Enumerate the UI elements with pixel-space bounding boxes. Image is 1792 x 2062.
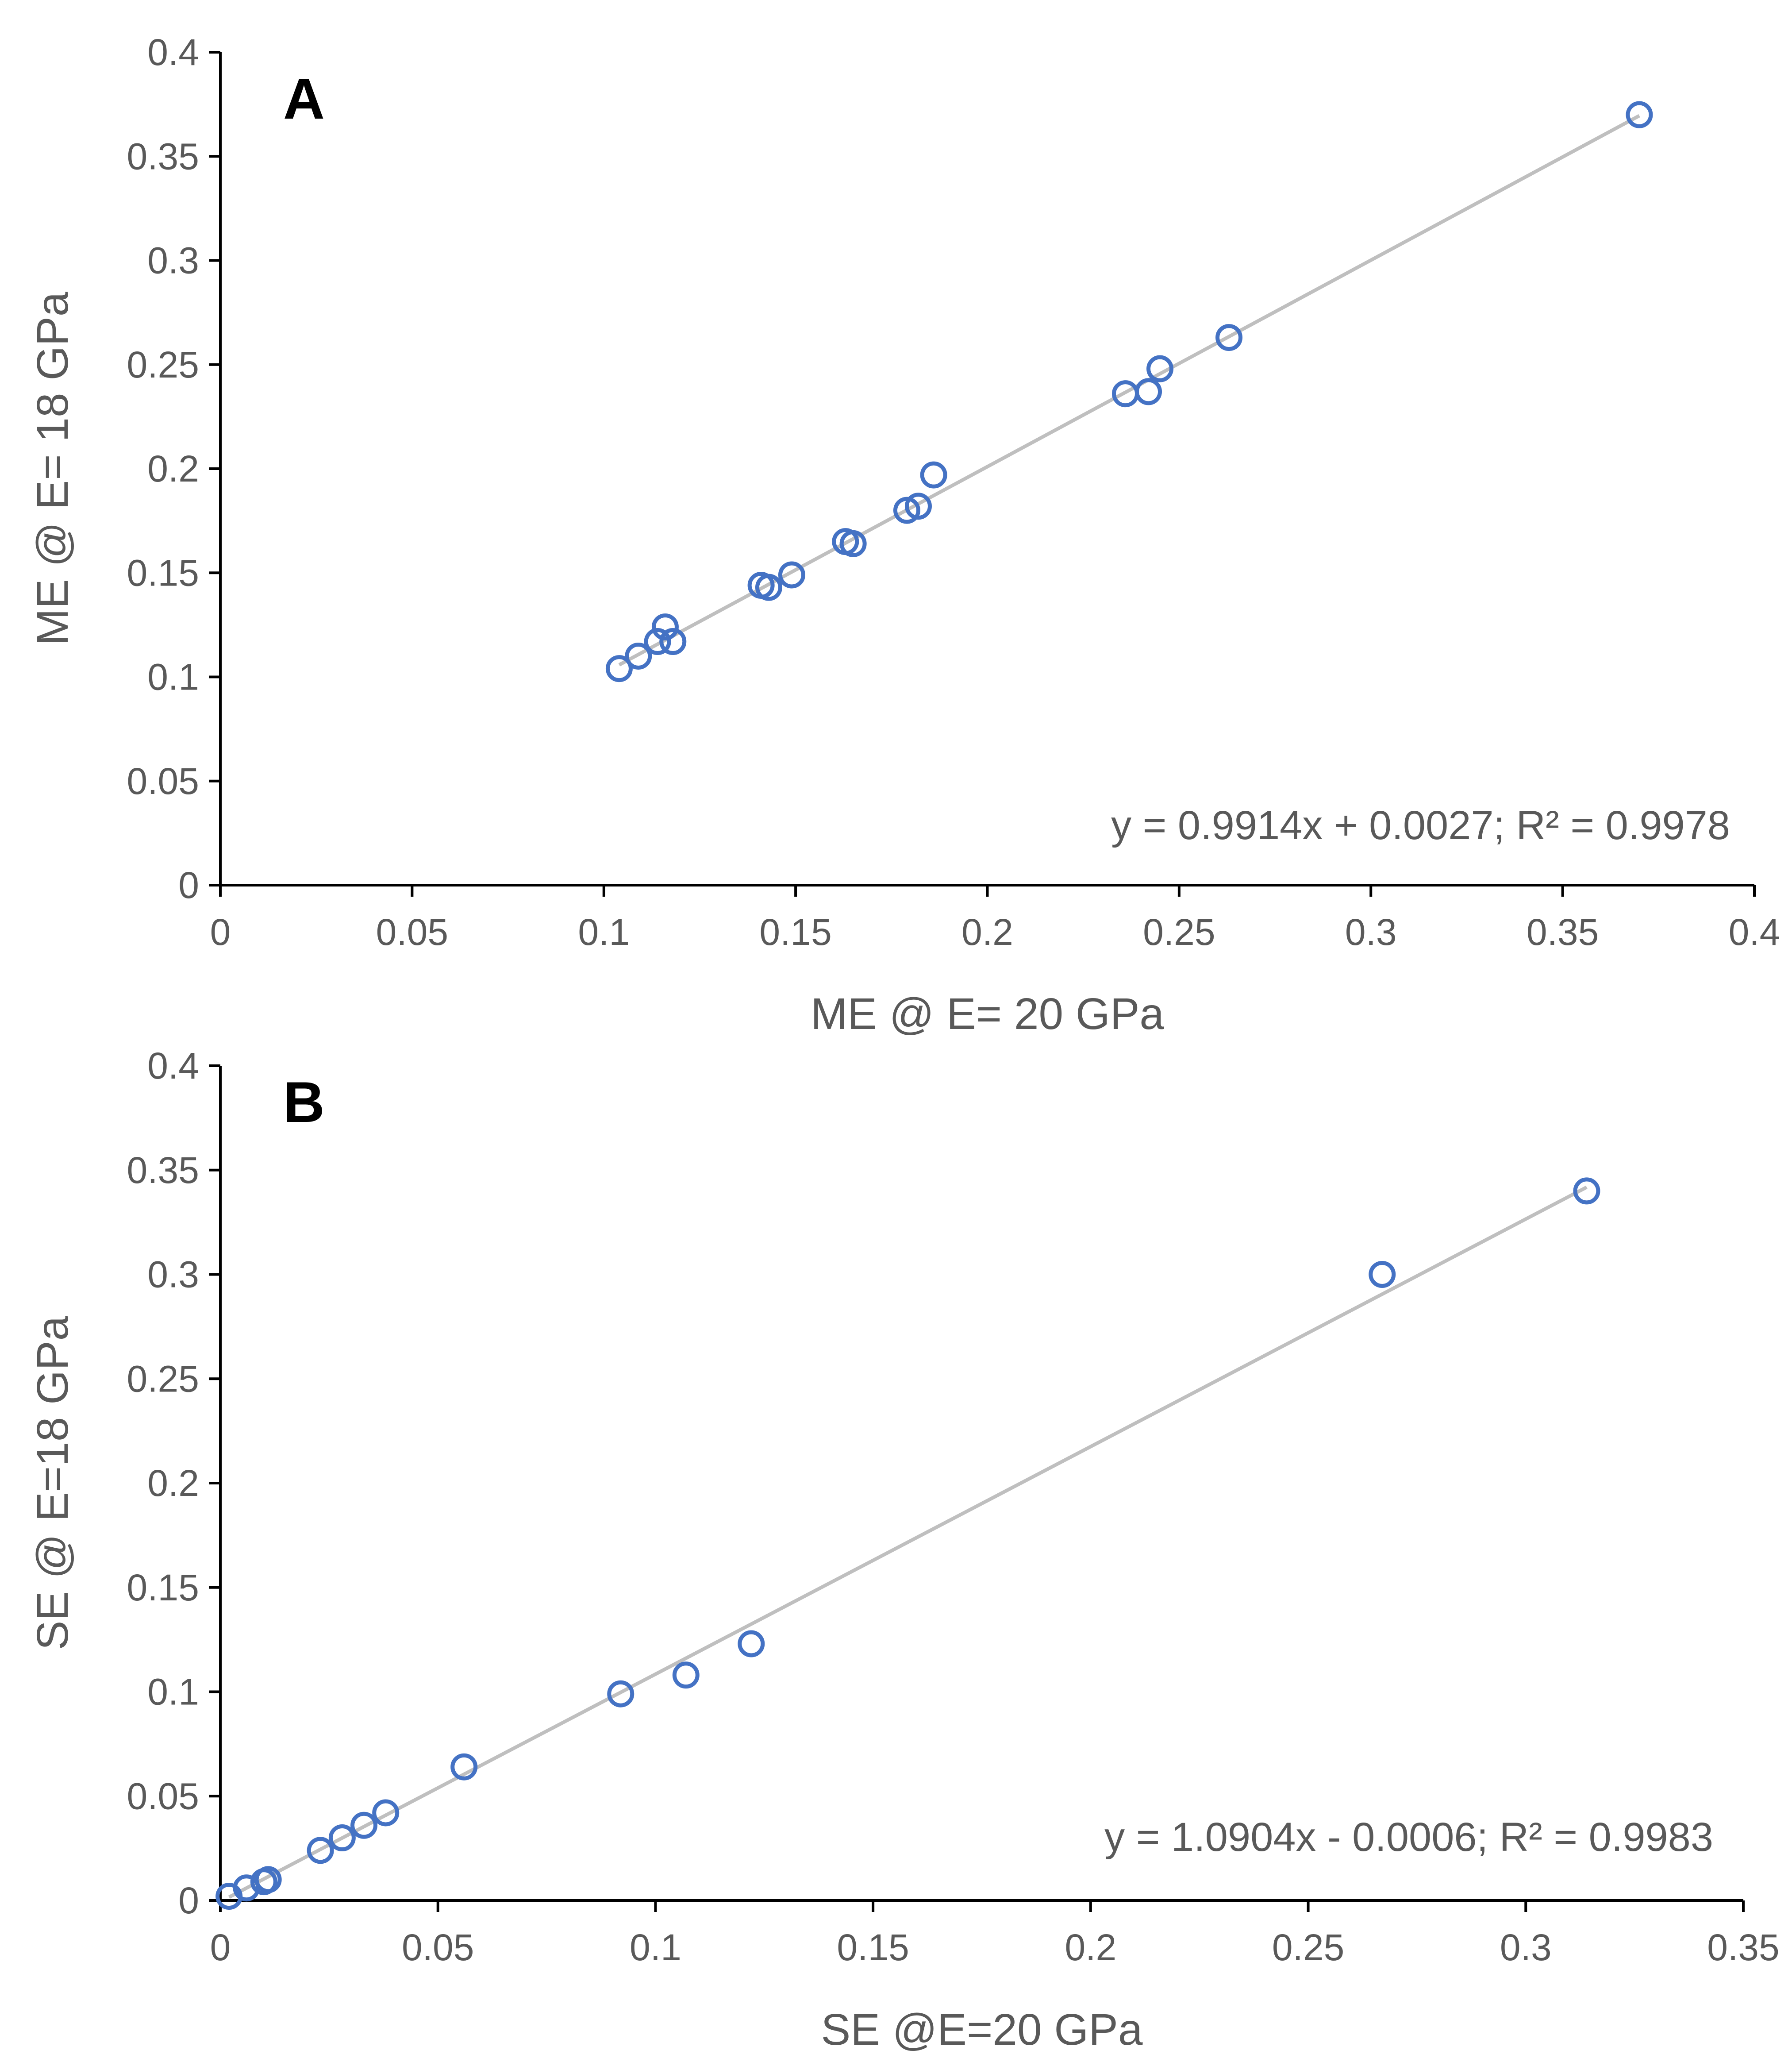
x-tick-label: 0.15: [759, 911, 832, 953]
y-tick-label: 0.2: [147, 1462, 199, 1504]
trendline: [618, 114, 1640, 667]
x-tick-label: 0.3: [1345, 911, 1397, 953]
x-tick-label: 0.1: [630, 1927, 681, 1968]
y-tick-label: 0.35: [127, 135, 200, 177]
y-tick-label: 0.1: [147, 1671, 199, 1713]
trendline-equation: y = 1.0904x - 0.0006; R² = 0.9983: [1104, 1815, 1713, 1860]
data-point: [651, 613, 679, 641]
chart-panel-b: 0 0.05 0.1 0.15 0.2 0.25 0.3 0.35 0.4 0 0.05 0.1 0.1…: [28, 1045, 1780, 2054]
data-point: [1146, 355, 1174, 382]
data-point: [738, 1630, 765, 1657]
data-point: [839, 530, 867, 557]
y-tick-label: 0.4: [147, 1045, 199, 1087]
x-tick-label: 0.1: [578, 911, 630, 953]
data-point: [755, 574, 782, 601]
data-point: [372, 1799, 400, 1827]
x-tick-label: 0.4: [1729, 911, 1780, 953]
data-point: [254, 1866, 282, 1893]
data-point: [328, 1824, 356, 1852]
data-point: [893, 497, 920, 524]
x-axis-title: SE @E=20 GPa: [821, 2005, 1143, 2054]
y-tick-label: 0.15: [127, 552, 200, 594]
data-point: [605, 655, 633, 682]
data-point: [672, 1661, 700, 1689]
x-tick-label: 0.25: [1143, 911, 1215, 953]
x-tick-label: 0.15: [837, 1927, 909, 1968]
x-tick-label: 0: [210, 911, 231, 953]
data-point: [659, 628, 687, 655]
y-axis-title: ME @ E= 18 GPa: [28, 292, 77, 645]
y-tick-label: 0.1: [147, 656, 199, 698]
y-tick-label: 0.15: [127, 1567, 200, 1608]
y-tick-label: 0.3: [147, 1254, 199, 1295]
data-point: [778, 561, 805, 589]
data-point: [450, 1753, 478, 1781]
data-point: [644, 628, 671, 655]
trendline-equation: y = 0.9914x + 0.0027; R² = 0.9978: [1111, 803, 1730, 848]
trendline: [228, 1185, 1588, 1899]
y-tick-label: 0: [178, 864, 199, 906]
data-point: [1215, 324, 1243, 351]
y-tick-label: 0.25: [127, 1358, 200, 1399]
chart-panel-a: 0 0.05 0.1 0.15 0.2 0.25 0.3 0.35 0.4 0 0.05 0.1 0.1…: [28, 31, 1780, 1039]
panel-label: A: [283, 66, 325, 131]
y-tick-label: 0.2: [147, 448, 199, 489]
data-point: [607, 1680, 635, 1707]
x-tick-label: 0.2: [961, 911, 1013, 953]
y-axis-title: SE @ E=18 GPa: [28, 1316, 77, 1650]
x-tick-label: 0.05: [402, 1927, 474, 1968]
data-point: [1135, 378, 1162, 405]
data-point: [1369, 1261, 1396, 1288]
panel-label: B: [283, 1070, 325, 1134]
x-tick-label: 0.05: [376, 911, 449, 953]
data-point: [904, 493, 932, 520]
y-tick-label: 0: [178, 1880, 199, 1921]
x-axis-title: ME @ E= 20 GPa: [811, 989, 1164, 1039]
x-tick-label: 0: [210, 1927, 231, 1968]
x-tick-label: 0.35: [1527, 911, 1599, 953]
y-tick-label: 0.3: [147, 240, 199, 281]
x-tick-label: 0.3: [1500, 1927, 1552, 1968]
x-tick-label: 0.35: [1707, 1927, 1780, 1968]
data-point: [350, 1811, 378, 1839]
data-point: [625, 642, 652, 670]
y-tick-label: 0.35: [127, 1149, 200, 1191]
data-point: [920, 461, 947, 489]
y-tick-label: 0.4: [147, 31, 199, 73]
y-tick-label: 0.05: [127, 1775, 200, 1817]
data-point: [1626, 101, 1653, 128]
data-point: [1573, 1177, 1600, 1205]
y-tick-label: 0.25: [127, 344, 200, 385]
data-point: [307, 1837, 334, 1864]
x-tick-label: 0.2: [1065, 1927, 1116, 1968]
x-tick-label: 0.25: [1272, 1927, 1345, 1968]
y-tick-label: 0.05: [127, 760, 200, 802]
